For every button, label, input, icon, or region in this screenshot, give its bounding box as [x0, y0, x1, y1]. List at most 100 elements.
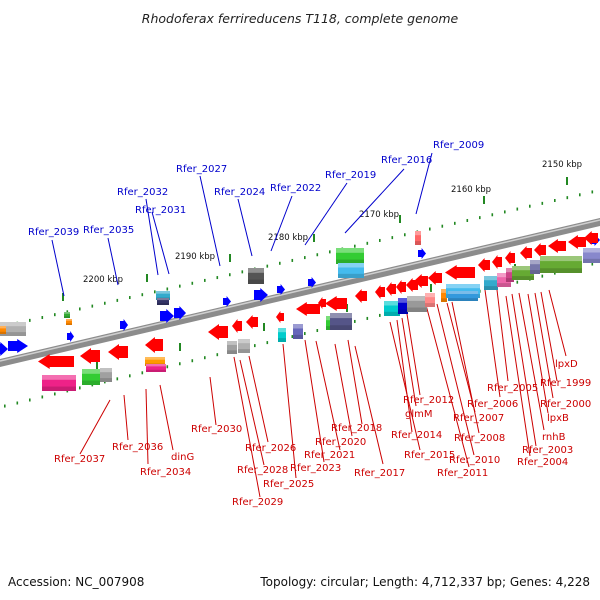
gene-feature-block — [583, 248, 600, 263]
gene-feature-block — [530, 260, 540, 274]
tick-dot-lower — [4, 404, 6, 408]
gene-feature-block — [506, 268, 514, 282]
gene-feature-block — [448, 291, 478, 301]
reverse-gene-arrow — [478, 258, 490, 272]
label-rfer-2039: Rfer_2039 — [28, 227, 79, 238]
kbp-tick-labels: 2150 kbp 2160 kbp 2170 kbp 2180 kbp 2190 kbp… — [83, 160, 582, 285]
reverse-gene-arrow — [296, 302, 320, 316]
gene-feature-block — [66, 319, 72, 325]
tick-dot-lower — [291, 335, 294, 339]
tick-dot-lower — [591, 262, 594, 266]
reverse-gene-arrow — [414, 274, 428, 288]
label-rfer-2031: Rfer_2031 — [135, 205, 186, 216]
tick-dot-lower — [116, 377, 119, 381]
tick-major-upper — [566, 177, 568, 185]
map-title: Rhodoferax ferrireducens T118, complete … — [142, 11, 459, 26]
leader-line — [406, 313, 421, 396]
label-leader-lines — [51, 152, 567, 498]
forward-gene-arrow — [120, 319, 128, 331]
label-rfer-2009: Rfer_2009 — [433, 140, 484, 151]
label-lpxd: lpxD — [555, 359, 578, 370]
gene-feature-block — [42, 375, 76, 391]
label-rfer-2029: Rfer_2029 — [232, 497, 283, 508]
reverse-gene-arrow — [548, 239, 566, 253]
gene-feature-block — [398, 298, 408, 314]
tick-dot-upper — [366, 241, 369, 245]
leader-line — [123, 394, 129, 441]
leader-line — [511, 293, 537, 447]
label-rfer-2028: Rfer_2028 — [237, 465, 288, 476]
gene-feature-block — [512, 266, 534, 280]
label-rfer-2032: Rfer_2032 — [117, 187, 168, 198]
tick-dot-upper — [541, 201, 544, 205]
gene-feature-block — [157, 298, 169, 305]
kbp-label-2190-kbp: 2190 kbp — [175, 252, 215, 262]
tick-dot-lower — [216, 353, 219, 357]
leader-line — [51, 239, 65, 297]
tick-dot-lower — [41, 395, 44, 399]
gene-features — [0, 231, 600, 391]
tick-dot-lower — [541, 274, 544, 278]
gene-feature-block — [146, 364, 166, 372]
leader-line — [396, 319, 413, 433]
leader-line — [518, 292, 545, 431]
forward-gene-arrow — [308, 277, 316, 288]
label-rfer-2020: Rfer_2020 — [315, 437, 366, 448]
label-rfer-2011: Rfer_2011 — [437, 468, 488, 479]
gene-feature-block — [425, 293, 435, 307]
label-rfer-2022: Rfer_2022 — [270, 183, 321, 194]
leader-line — [79, 399, 111, 455]
reverse-gene-arrow — [445, 265, 475, 280]
leader-line — [239, 359, 265, 466]
tick-dot-upper — [79, 307, 81, 311]
kbp-label-2170-kbp: 2170 kbp — [359, 210, 399, 220]
gene-feature-block — [338, 263, 364, 278]
tick-dot-upper — [329, 250, 331, 254]
tick-dot-upper — [104, 301, 106, 305]
forward-gene-arrow — [277, 284, 285, 295]
label-rfer-2012: Rfer_2012 — [403, 395, 454, 406]
tick-dot-upper — [404, 233, 406, 237]
reverse-gene-arrow — [492, 255, 502, 269]
tick-dot-upper — [266, 264, 269, 268]
tick-dot-upper — [354, 244, 356, 248]
gene-feature-block — [82, 369, 100, 385]
tick-dot-upper — [479, 216, 481, 220]
gene-feature-block — [484, 276, 498, 290]
forward-gene-arrow — [8, 339, 28, 353]
tick-dot-upper — [554, 199, 556, 203]
leader-line — [237, 198, 253, 257]
gene-feature-block — [0, 326, 6, 334]
reverse-gene-arrow — [276, 311, 284, 323]
leader-line — [540, 291, 558, 382]
reverse-gene-arrow — [375, 285, 385, 299]
forward-gene-arrow — [0, 342, 8, 356]
leader-line — [145, 388, 149, 465]
label-rnhb: rnhB — [542, 432, 566, 443]
tick-dot-upper — [116, 298, 119, 302]
reverse-gene-arrow — [386, 282, 396, 296]
reverse-gene-arrow — [584, 231, 598, 245]
tick-dot-upper — [566, 196, 569, 200]
tick-dot-upper — [441, 224, 444, 228]
gene-feature-block — [278, 328, 286, 342]
gene-feature-block — [64, 312, 70, 318]
tick-dot-upper — [41, 316, 44, 320]
tick-dot-upper — [579, 193, 581, 197]
tick-dot-upper — [191, 281, 194, 285]
leader-line — [451, 301, 480, 434]
tick-dot-upper — [291, 258, 294, 262]
gene-feature-block — [0, 322, 26, 336]
leader-line — [159, 384, 174, 451]
leader-line — [484, 289, 501, 398]
reverse-gene-arrow — [246, 315, 258, 329]
reverse-gene-arrow — [80, 348, 100, 364]
reverse-gene-arrow — [505, 251, 515, 265]
gene-feature-block — [100, 368, 112, 382]
genome-summary-text: Topology: circular; Length: 4,712,337 bp… — [259, 575, 590, 589]
tick-major-upper — [399, 215, 401, 223]
kbp-label-2150-kbp: 2150 kbp — [542, 160, 582, 170]
tick-dot-upper — [204, 278, 206, 282]
leader-line — [354, 345, 384, 465]
